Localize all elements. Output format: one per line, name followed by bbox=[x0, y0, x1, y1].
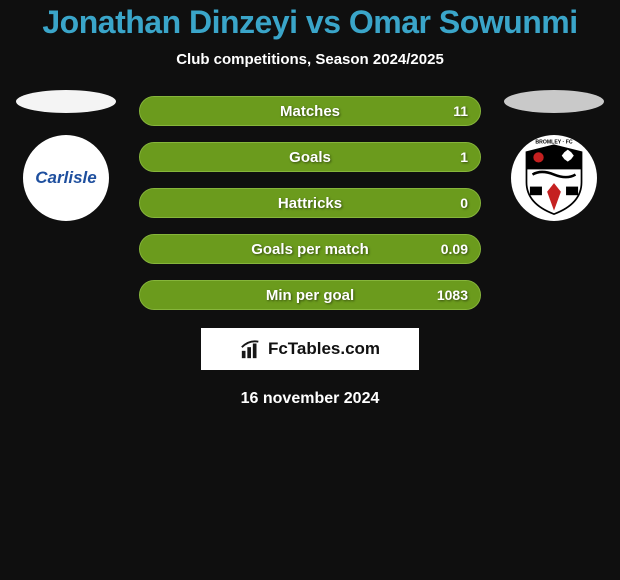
brand-text: FcTables.com bbox=[268, 339, 380, 359]
player-left: Carlisle bbox=[11, 90, 121, 221]
club-left-name: Carlisle bbox=[35, 168, 96, 188]
player-right-oval bbox=[504, 90, 604, 113]
stat-row: Matches 11 bbox=[139, 96, 481, 126]
stat-label: Matches bbox=[280, 103, 340, 120]
club-right-badge: BROMLEY · FC bbox=[511, 135, 597, 221]
date-text: 16 november 2024 bbox=[0, 390, 620, 408]
player-right: BROMLEY · FC bbox=[499, 90, 609, 221]
club-right-name: BROMLEY · FC bbox=[535, 140, 572, 146]
club-left-badge: Carlisle bbox=[23, 135, 109, 221]
stat-label: Hattricks bbox=[278, 195, 342, 212]
stat-value: 0.09 bbox=[441, 241, 468, 257]
stat-label: Goals bbox=[289, 149, 331, 166]
stat-value: 1083 bbox=[437, 287, 468, 303]
stat-row: Goals 1 bbox=[139, 142, 481, 172]
bar-chart-icon bbox=[240, 338, 262, 360]
subtitle: Club competitions, Season 2024/2025 bbox=[0, 51, 620, 68]
page-title: Jonathan Dinzeyi vs Omar Sowunmi bbox=[0, 4, 620, 41]
stat-value: 0 bbox=[460, 195, 468, 211]
widget-root: Jonathan Dinzeyi vs Omar Sowunmi Club co… bbox=[0, 0, 620, 408]
stat-value: 11 bbox=[453, 103, 468, 119]
stat-rows: Matches 11 Goals 1 Hattricks 0 Goals per match… bbox=[139, 96, 481, 310]
player-left-oval bbox=[16, 90, 116, 113]
brand-badge: FcTables.com bbox=[201, 328, 419, 370]
stat-row: Goals per match 0.09 bbox=[139, 234, 481, 264]
comparison-area: Carlisle Matches 11 Goals 1 Hattricks 0 Goals … bbox=[0, 90, 620, 310]
stat-label: Goals per match bbox=[251, 241, 369, 258]
stat-row: Min per goal 1083 bbox=[139, 280, 481, 310]
stat-label: Min per goal bbox=[266, 287, 354, 304]
stat-row: Hattricks 0 bbox=[139, 188, 481, 218]
bromley-shield-icon: BROMLEY · FC bbox=[511, 135, 597, 221]
stat-value: 1 bbox=[460, 149, 468, 165]
